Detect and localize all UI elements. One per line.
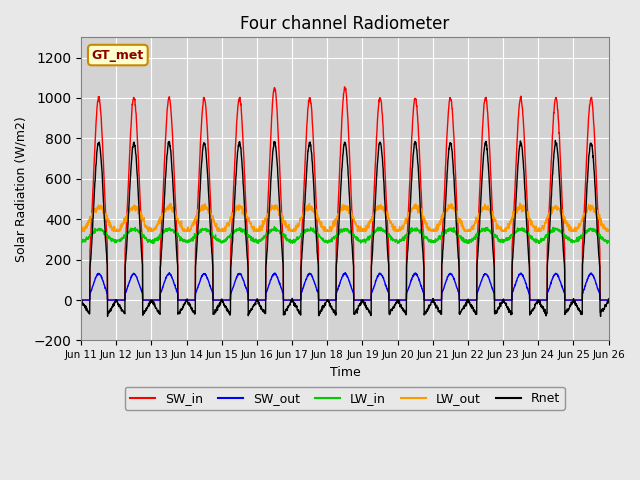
- Text: GT_met: GT_met: [92, 48, 144, 61]
- Legend: SW_in, SW_out, LW_in, LW_out, Rnet: SW_in, SW_out, LW_in, LW_out, Rnet: [125, 387, 565, 410]
- Y-axis label: Solar Radiation (W/m2): Solar Radiation (W/m2): [15, 116, 28, 262]
- X-axis label: Time: Time: [330, 366, 360, 379]
- Title: Four channel Radiometer: Four channel Radiometer: [240, 15, 449, 33]
